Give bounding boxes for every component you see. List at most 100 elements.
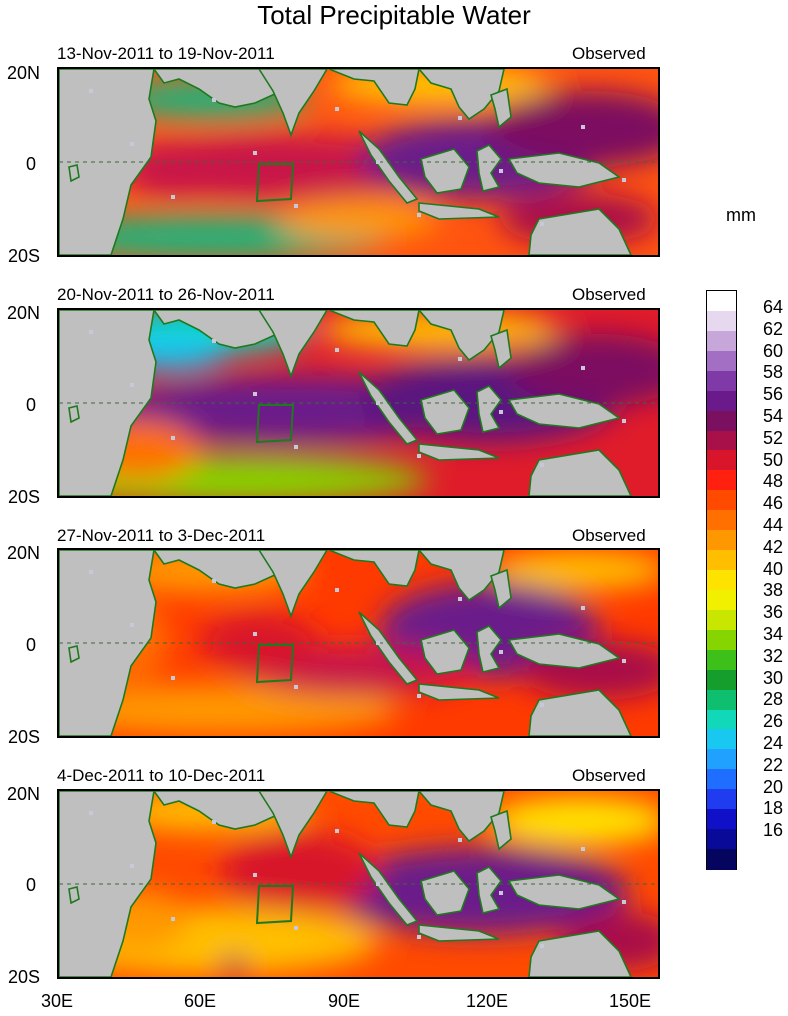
landmass	[490, 87, 512, 129]
lon-label-90e: 90E	[327, 991, 361, 1011]
colorbar-tick-label: 32	[763, 645, 784, 666]
landmass	[528, 930, 632, 977]
colorbar-tick-label: 38	[763, 580, 784, 601]
lon-label-30e: 30E	[40, 991, 74, 1011]
missing-data-pixel	[171, 917, 175, 921]
colorbar-swatch	[707, 829, 736, 850]
colorbar-swatch	[707, 490, 736, 511]
colorbar-tick-label: 64	[763, 297, 784, 317]
landmass	[68, 645, 80, 664]
landmass	[528, 449, 632, 496]
colorbar-swatch	[707, 450, 736, 471]
missing-data-pixel	[417, 694, 421, 698]
colorbar-swatch	[707, 330, 736, 352]
panel-2-date-range: 20-Nov-2011 to 26-Nov-2011	[57, 285, 275, 304]
missing-data-pixel	[253, 151, 257, 155]
colorbar-tick-label: 46	[763, 493, 784, 514]
colorbar-swatch	[707, 849, 736, 870]
landmass	[258, 310, 328, 379]
moisture-region	[219, 831, 379, 911]
missing-data-pixel	[581, 125, 585, 129]
colorbar-swatch	[707, 809, 736, 830]
landmass	[258, 550, 328, 619]
figure-title: Total Precipitable Water	[257, 0, 531, 30]
landmass	[476, 625, 503, 673]
landmass	[490, 328, 512, 370]
missing-data-pixel	[335, 348, 339, 352]
colorbar-swatch	[707, 729, 736, 750]
colorbar-tick-label: 28	[763, 689, 784, 710]
missing-data-pixel	[417, 213, 421, 217]
missing-data-pixel	[376, 160, 380, 164]
colorbar-swatch	[707, 470, 736, 491]
panel-1-date-range: 13-Nov-2011 to 19-Nov-2011	[57, 44, 275, 63]
missing-data-pixel	[376, 401, 380, 405]
missing-data-pixel	[253, 392, 257, 396]
landmass	[507, 633, 621, 669]
panel-3-map	[57, 548, 660, 738]
missing-data-pixel	[253, 873, 257, 877]
missing-data-pixel	[581, 606, 585, 610]
landmass	[328, 550, 420, 587]
colorbar-swatch	[707, 709, 736, 731]
missing-data-pixel	[335, 588, 339, 592]
landmass	[490, 568, 512, 610]
colorbar-tick-label: 56	[763, 384, 784, 405]
landmass	[420, 870, 470, 916]
colorbar-swatch	[707, 689, 736, 711]
landmass	[328, 310, 420, 347]
missing-data-pixel	[417, 935, 421, 939]
lat-label-0: 0	[25, 154, 36, 174]
landmass	[417, 550, 505, 602]
missing-data-pixel	[89, 330, 93, 334]
lat-label-20n: 20N	[6, 63, 40, 83]
colorbar-tick-label: 22	[763, 754, 784, 775]
colorbar-swatch	[707, 550, 736, 571]
landmass	[420, 629, 470, 675]
missing-data-pixel	[335, 829, 339, 833]
landmass	[418, 443, 500, 461]
landmass	[358, 371, 419, 445]
landmass	[528, 208, 632, 255]
colorbar-swatch	[707, 589, 736, 611]
colorbar-swatch	[707, 430, 736, 452]
colorbar-tick-label: 20	[763, 776, 784, 797]
landmass	[418, 683, 500, 701]
missing-data-pixel	[458, 838, 462, 842]
missing-data-pixel	[212, 98, 216, 102]
moisture-region	[489, 797, 658, 845]
landmass	[358, 852, 419, 926]
colorbar-swatch	[707, 350, 736, 372]
colorbar-swatch	[707, 310, 736, 332]
landmass	[358, 130, 419, 204]
missing-data-pixel	[294, 204, 298, 208]
analysis-box	[255, 163, 295, 203]
missing-data-pixel	[622, 178, 626, 182]
lat-label-0: 0	[25, 875, 36, 895]
missing-data-pixel	[130, 142, 134, 146]
lat-label-20s: 20S	[7, 727, 40, 747]
colorbar-swatch	[707, 789, 736, 810]
missing-data-pixel	[376, 641, 380, 645]
missing-data-pixel	[171, 676, 175, 680]
missing-data-pixel	[212, 339, 216, 343]
colorbar	[706, 290, 737, 870]
lat-label-20n: 20N	[6, 784, 40, 804]
colorbar-tick-label: 30	[763, 667, 784, 688]
colorbar-tick-label: 18	[763, 798, 784, 819]
missing-data-pixel	[417, 454, 421, 458]
colorbar-swatch	[707, 609, 736, 631]
lat-label-20s: 20S	[7, 246, 40, 266]
lat-label-20n: 20N	[6, 543, 40, 563]
colorbar-swatch	[707, 370, 736, 392]
lat-label-20s: 20S	[7, 967, 40, 987]
landmass	[68, 405, 80, 424]
lat-label-0: 0	[25, 635, 36, 655]
moisture-region	[59, 684, 399, 736]
landmass	[476, 144, 503, 192]
colorbar-tick-label: 52	[763, 427, 784, 448]
missing-data-pixel	[171, 195, 175, 199]
colorbar-swatch	[707, 530, 736, 551]
lat-label-20n: 20N	[6, 303, 40, 323]
colorbar-tick-label: 16	[763, 820, 784, 841]
